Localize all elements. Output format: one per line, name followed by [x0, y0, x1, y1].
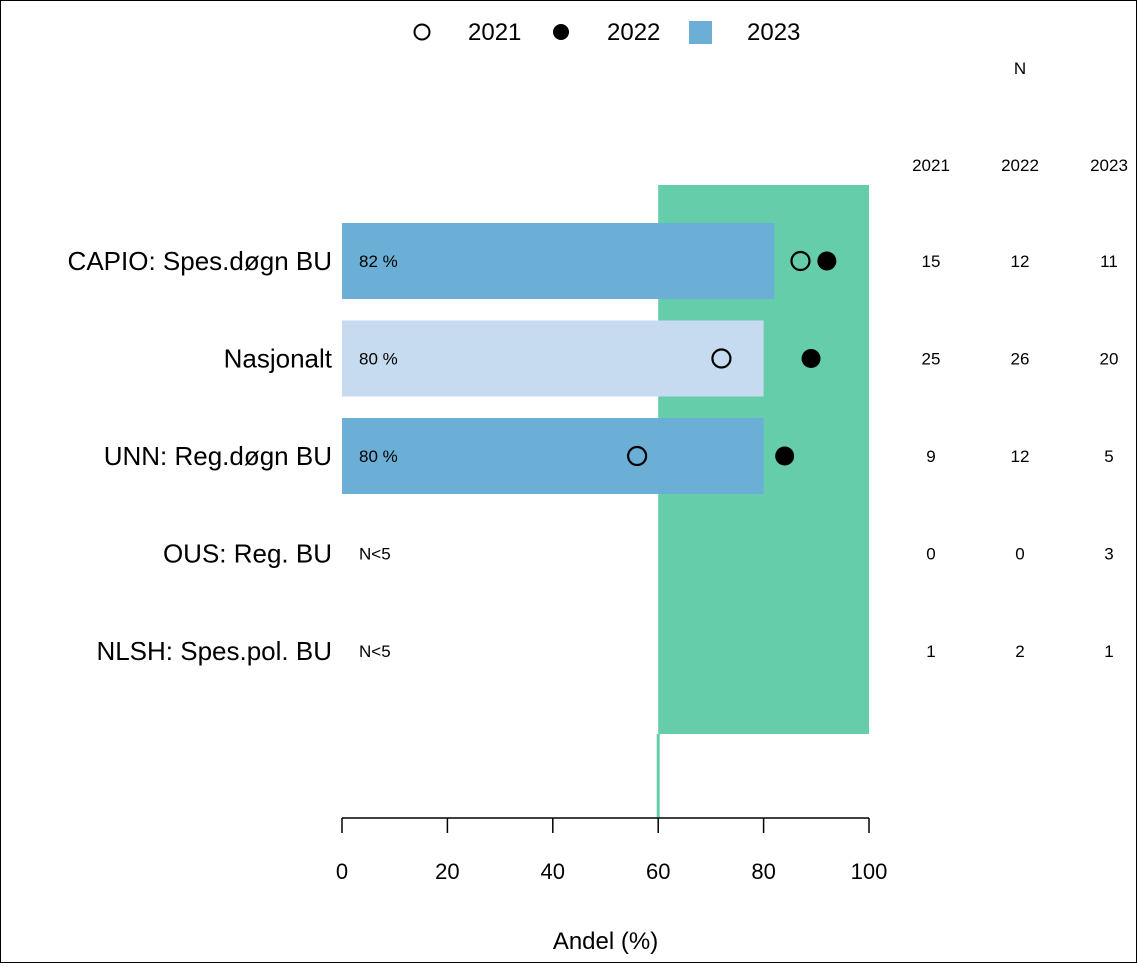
bar-value-label: N<5 [359, 642, 391, 661]
legend-marker-2023 [689, 21, 712, 44]
n-cell: 12 [1011, 252, 1030, 271]
category-label: Nasjonalt [224, 344, 333, 374]
n-cell: 15 [922, 252, 941, 271]
n-cell: 0 [1015, 545, 1024, 564]
point-2021 [711, 348, 732, 369]
x-tick-label: 60 [646, 859, 670, 884]
n-cell: 20 [1100, 350, 1119, 369]
point-2021 [790, 250, 811, 272]
n-cell: 9 [926, 447, 935, 466]
bar [342, 223, 775, 299]
n-cell: 2 [1015, 642, 1024, 661]
n-table-year: 2021 [912, 156, 950, 175]
legend-marker-2022 [553, 24, 569, 40]
point-2021 [627, 445, 648, 467]
n-cell: 25 [922, 350, 941, 369]
n-table-year: 2023 [1090, 156, 1128, 175]
bar [342, 418, 764, 494]
bar-value-label: 82 % [359, 252, 398, 271]
bar [342, 320, 764, 397]
point-2022 [801, 349, 821, 368]
x-tick-label: 40 [541, 859, 565, 884]
category-label: OUS: Reg. BU [163, 539, 332, 569]
category-label: CAPIO: Spes.døgn BU [68, 246, 332, 276]
n-table-header: N [1014, 59, 1026, 78]
point-2022 [775, 446, 795, 466]
x-axis-title: Andel (%) [553, 928, 658, 955]
legend-label-2022: 2022 [607, 19, 660, 46]
x-tick-label: 20 [435, 859, 459, 884]
x-tick-label: 80 [751, 859, 775, 884]
category-label: NLSH: Spes.pol. BU [96, 636, 332, 666]
n-cell: 0 [926, 545, 935, 564]
category-label: UNN: Reg.døgn BU [104, 441, 332, 471]
n-cell: 5 [1104, 447, 1113, 466]
n-table-year: 2022 [1001, 156, 1039, 175]
legend-label-2021: 2021 [468, 19, 521, 46]
n-cell: 12 [1011, 447, 1030, 466]
bar-value-label: 80 % [359, 447, 398, 466]
n-cell: 26 [1011, 350, 1030, 369]
legend-label-2023: 2023 [747, 19, 800, 46]
x-tick-label: 100 [851, 859, 888, 884]
n-cell: 11 [1100, 252, 1118, 271]
n-cell: 1 [926, 642, 935, 661]
x-tick-label: 0 [336, 859, 348, 884]
legend-marker-2021 [413, 23, 431, 41]
bar-value-label: N<5 [359, 545, 391, 564]
point-2022 [817, 251, 837, 271]
bar-value-label: 80 % [359, 350, 398, 369]
n-cell: 3 [1104, 545, 1113, 564]
n-cell: 1 [1104, 642, 1113, 661]
